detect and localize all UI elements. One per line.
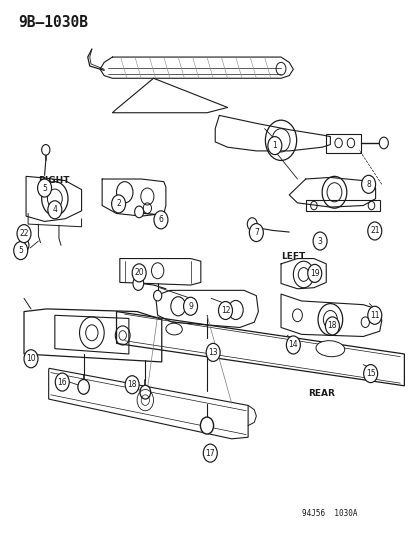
Circle shape — [361, 175, 375, 193]
Circle shape — [42, 144, 50, 155]
Text: 12: 12 — [220, 306, 230, 315]
Text: 11: 11 — [369, 311, 379, 320]
Circle shape — [200, 417, 213, 434]
Circle shape — [78, 379, 89, 394]
Text: 16: 16 — [57, 377, 67, 386]
Circle shape — [133, 277, 143, 290]
Circle shape — [367, 306, 381, 324]
Circle shape — [55, 373, 69, 391]
Text: 7: 7 — [253, 228, 258, 237]
Text: 1: 1 — [272, 141, 277, 150]
Text: 6: 6 — [158, 215, 163, 224]
Circle shape — [153, 290, 161, 301]
Circle shape — [218, 302, 232, 319]
Circle shape — [14, 241, 28, 260]
Circle shape — [378, 137, 387, 149]
Circle shape — [132, 264, 146, 282]
Text: 5: 5 — [42, 183, 47, 192]
Text: 18: 18 — [327, 321, 336, 330]
Circle shape — [267, 136, 281, 155]
Circle shape — [286, 336, 299, 354]
Circle shape — [363, 365, 377, 383]
Circle shape — [17, 224, 31, 243]
Text: 17: 17 — [205, 449, 215, 458]
Text: 3: 3 — [317, 237, 322, 246]
Text: 2: 2 — [116, 199, 121, 208]
Circle shape — [206, 343, 220, 361]
Text: 18: 18 — [127, 380, 137, 389]
Circle shape — [325, 317, 339, 335]
Ellipse shape — [166, 323, 182, 335]
Text: 22: 22 — [19, 229, 28, 238]
Circle shape — [19, 239, 29, 252]
Ellipse shape — [315, 341, 344, 357]
Text: 8: 8 — [366, 180, 370, 189]
Circle shape — [140, 385, 150, 399]
Text: 10: 10 — [26, 354, 36, 364]
Text: 14: 14 — [288, 341, 297, 350]
Circle shape — [24, 350, 38, 368]
Text: 21: 21 — [369, 227, 379, 236]
Circle shape — [154, 211, 168, 229]
Text: RIGHT: RIGHT — [38, 175, 70, 184]
Text: 4: 4 — [52, 205, 57, 214]
Text: 19: 19 — [309, 269, 319, 278]
Circle shape — [134, 206, 143, 217]
Text: 5: 5 — [18, 246, 23, 255]
Text: 94J56  1030A: 94J56 1030A — [301, 510, 356, 519]
Text: REAR: REAR — [307, 389, 334, 398]
Circle shape — [112, 195, 125, 213]
Circle shape — [203, 444, 217, 462]
Text: LEFT: LEFT — [280, 253, 304, 262]
Text: 20: 20 — [134, 268, 144, 277]
Circle shape — [367, 222, 381, 240]
Text: 13: 13 — [208, 348, 218, 357]
Circle shape — [249, 223, 263, 241]
Text: 15: 15 — [365, 369, 375, 378]
Circle shape — [247, 217, 256, 230]
Circle shape — [307, 264, 321, 282]
Text: 9B–1030B: 9B–1030B — [18, 14, 88, 30]
Text: 9: 9 — [188, 302, 192, 311]
Circle shape — [48, 201, 62, 219]
Circle shape — [312, 232, 326, 250]
Circle shape — [183, 297, 197, 316]
Circle shape — [38, 179, 52, 197]
Circle shape — [125, 376, 139, 394]
